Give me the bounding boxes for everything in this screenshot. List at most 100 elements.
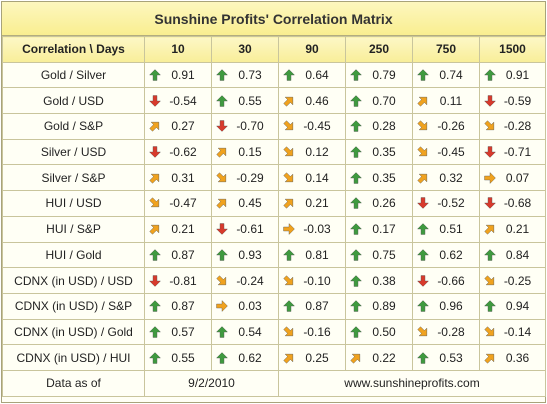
correlation-value: 0.27 — [171, 119, 195, 134]
arrow-down-icon — [149, 146, 161, 158]
correlation-value: -0.29 — [236, 170, 264, 185]
correlation-value: 0.91 — [171, 68, 195, 83]
arrow-up-icon — [417, 69, 429, 81]
arrow-up-icon — [350, 326, 362, 338]
correlation-cell: 0.70 — [345, 87, 413, 115]
correlation-value: 0.89 — [372, 299, 396, 314]
table-row: HUI / Gold 0.87 0.93 0.81 0.75 0.62 0.84 — [2, 241, 546, 269]
correlation-value: -0.52 — [437, 196, 465, 211]
correlation-value: 0.81 — [305, 247, 329, 262]
correlation-value: -0.54 — [169, 93, 197, 108]
correlation-cell: 0.22 — [345, 344, 413, 371]
arrow-up-icon — [283, 69, 295, 81]
correlation-value: -0.59 — [503, 93, 532, 108]
correlation-value: -0.10 — [303, 273, 331, 288]
arrow-up-right-icon — [149, 122, 160, 132]
arrow-up-right-icon — [417, 96, 428, 107]
arrow-down-right-icon — [283, 120, 294, 131]
correlation-value: 0.38 — [372, 273, 396, 288]
correlation-cell: -0.10 — [278, 267, 346, 294]
arrow-up-right-icon — [350, 353, 361, 364]
correlation-value: 0.21 — [505, 222, 530, 237]
correlation-value: 0.21 — [305, 196, 329, 211]
arrow-down-right-icon — [283, 326, 294, 336]
arrow-down-right-icon — [216, 274, 227, 285]
arrow-up-right-icon — [216, 199, 227, 210]
arrow-up-right-icon — [216, 148, 227, 158]
arrow-up-icon — [216, 94, 228, 107]
table-row: Gold / S&P 0.27 -0.70 -0.45 0.28 -0.26 -0.28 — [2, 113, 546, 140]
pair-label: CDNX (in USD) / S&P — [2, 292, 145, 320]
pair-label: HUI / USD — [2, 190, 145, 217]
arrow-up-icon — [484, 249, 496, 261]
correlation-value: -0.71 — [503, 145, 532, 160]
table-row: Gold / Silver 0.91 0.73 0.64 0.79 0.74 0.91 — [2, 61, 546, 89]
website-link[interactable]: www.sunshineprofits.com — [278, 369, 546, 397]
correlation-value: 0.87 — [171, 299, 195, 314]
table-row: CDNX (in USD) / Gold 0.57 0.54 -0.16 0.50 -0.… — [2, 318, 546, 346]
arrow-up-icon — [350, 300, 362, 312]
correlation-value: -0.68 — [503, 196, 532, 211]
correlation-value: 0.50 — [372, 324, 396, 339]
correlation-value: 0.75 — [372, 247, 396, 262]
correlation-cell: -0.28 — [479, 113, 546, 140]
correlation-cell: 0.07 — [479, 164, 546, 192]
arrow-up-right-icon — [484, 225, 495, 235]
correlation-value: -0.28 — [437, 324, 465, 339]
arrow-up-right-icon — [149, 173, 160, 184]
arrow-up-right-icon — [283, 96, 294, 107]
correlation-value: -0.70 — [236, 119, 264, 134]
correlation-cell: 0.62 — [211, 344, 279, 371]
correlation-value: -0.14 — [503, 324, 532, 339]
correlation-cell: 0.94 — [479, 292, 546, 320]
data-date: 9/2/2010 — [144, 369, 279, 397]
correlation-cell: -0.68 — [479, 190, 546, 217]
arrow-down-icon — [216, 120, 228, 133]
arrow-up-icon — [149, 300, 161, 312]
correlation-value: 0.26 — [372, 196, 396, 211]
table-row: Silver / S&P 0.31 -0.29 0.14 0.35 0.32 0.07 — [2, 164, 546, 192]
correlation-cell: 0.55 — [211, 87, 279, 115]
arrow-down-right-icon — [283, 274, 294, 285]
correlation-cell: 0.64 — [278, 61, 346, 89]
correlation-cell: -0.26 — [412, 113, 480, 140]
correlation-value: 0.25 — [305, 350, 329, 365]
correlation-value: 0.93 — [238, 247, 262, 262]
correlation-cell: 0.35 — [345, 164, 413, 192]
correlation-value: -0.61 — [236, 222, 264, 237]
arrow-right-icon — [484, 171, 496, 184]
arrow-up-icon — [216, 249, 228, 261]
correlation-cell: -0.81 — [144, 267, 212, 294]
correlation-cell: -0.14 — [479, 318, 546, 346]
pair-label: Gold / S&P — [2, 113, 145, 140]
arrow-right-icon — [216, 300, 228, 313]
arrow-up-icon — [149, 69, 161, 81]
arrow-up-icon — [350, 146, 362, 158]
period-header: 30 — [211, 36, 279, 63]
arrow-up-icon — [216, 69, 228, 81]
correlation-value: 0.53 — [439, 350, 463, 365]
correlation-cell: -0.66 — [412, 267, 480, 294]
correlation-cell: 0.79 — [345, 61, 413, 89]
correlation-cell: 0.25 — [278, 344, 346, 371]
arrow-up-icon — [484, 69, 496, 81]
period-header: 250 — [345, 36, 413, 63]
correlation-cell: 0.21 — [479, 215, 546, 243]
correlation-cell: 0.28 — [345, 113, 413, 140]
arrow-up-icon — [350, 197, 362, 210]
header-row: Correlation \ Days 10 30 90 250 750 1500 — [2, 36, 546, 63]
arrow-up-icon — [417, 351, 429, 364]
correlation-cell: 0.38 — [345, 267, 413, 294]
correlation-cell: -0.45 — [412, 138, 480, 166]
pair-label: HUI / S&P — [2, 215, 145, 243]
arrow-down-icon — [417, 197, 429, 210]
correlation-value: 0.35 — [372, 145, 396, 160]
arrow-up-icon — [417, 300, 429, 312]
arrow-up-icon — [149, 249, 161, 261]
correlation-cell: 0.21 — [278, 190, 346, 217]
correlation-value: 0.87 — [171, 247, 195, 262]
arrow-down-right-icon — [149, 197, 160, 208]
correlation-value: -0.81 — [169, 273, 197, 288]
correlation-cell: -0.24 — [211, 267, 279, 294]
correlation-cell: 0.53 — [412, 344, 480, 371]
